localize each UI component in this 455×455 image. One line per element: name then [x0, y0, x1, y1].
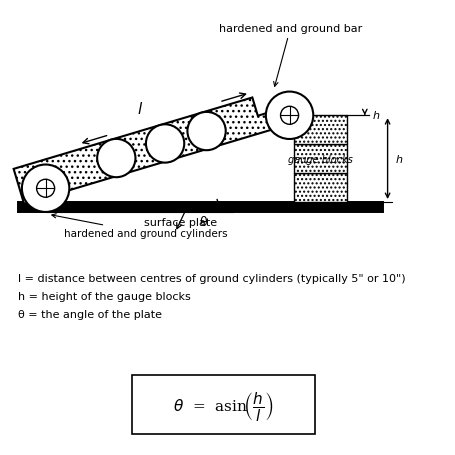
Circle shape: [146, 125, 184, 163]
Bar: [293, 174, 346, 202]
Text: l: l: [137, 101, 142, 116]
Text: h = height of the gauge blocks: h = height of the gauge blocks: [18, 291, 191, 301]
Text: l = distance between centres of ground cylinders (typically 5" or 10"): l = distance between centres of ground c…: [18, 273, 405, 283]
Text: hardened and ground bar: hardened and ground bar: [218, 24, 361, 87]
Circle shape: [36, 180, 55, 198]
Bar: [18, 202, 382, 212]
Bar: [293, 116, 346, 145]
Polygon shape: [14, 98, 300, 204]
Bar: [293, 145, 346, 174]
Text: hardened and ground cylinders: hardened and ground cylinders: [52, 214, 227, 238]
Text: θ = the angle of the plate: θ = the angle of the plate: [18, 309, 162, 319]
Circle shape: [187, 113, 225, 151]
Text: $\theta$  =  asin$\!\left(\dfrac{h}{l}\right)$: $\theta$ = asin$\!\left(\dfrac{h}{l}\rig…: [173, 389, 273, 422]
Circle shape: [280, 107, 298, 125]
Text: h: h: [372, 111, 379, 121]
Circle shape: [22, 165, 69, 212]
Text: h: h: [395, 154, 402, 164]
FancyBboxPatch shape: [132, 375, 314, 435]
Circle shape: [97, 140, 135, 178]
Text: θ: θ: [199, 215, 206, 228]
Text: surface plate: surface plate: [144, 218, 217, 228]
Text: gauge blocks: gauge blocks: [287, 154, 352, 164]
Circle shape: [265, 92, 313, 140]
